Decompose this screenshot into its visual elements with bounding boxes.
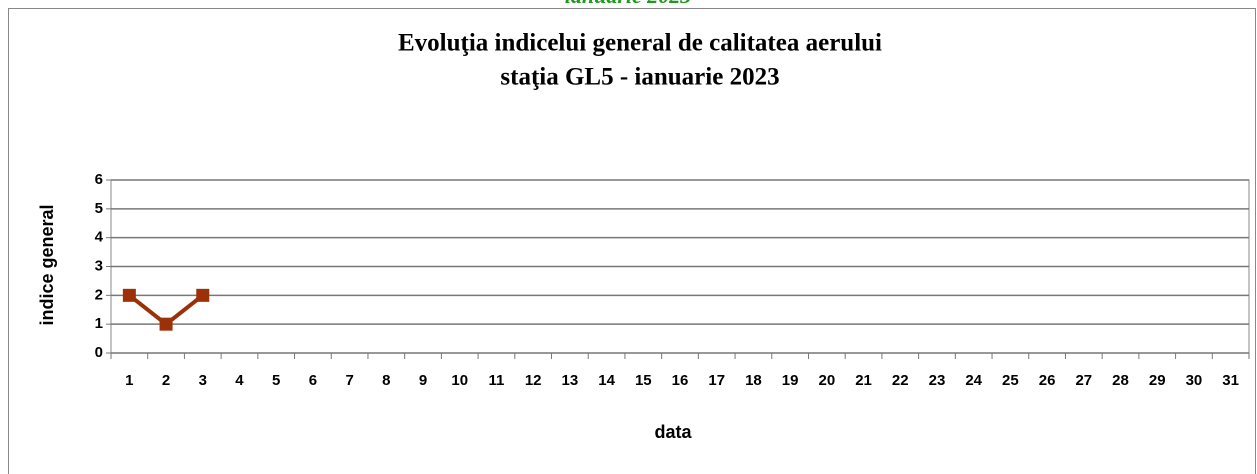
x-tick-label: 29 [1149, 372, 1166, 389]
x-tick-label: 6 [309, 372, 317, 389]
chart-title: staţia GL5 - ianuarie 2023 [500, 64, 779, 91]
x-tick-label: 24 [965, 372, 982, 389]
x-tick-label: 10 [451, 372, 468, 389]
x-tick-label: 28 [1112, 372, 1129, 389]
x-tick-label: 14 [598, 372, 615, 389]
x-axis-label: data [654, 422, 692, 442]
x-tick-label: 20 [818, 372, 835, 389]
x-tick-label: 5 [272, 372, 280, 389]
x-tick-label: 25 [1002, 372, 1019, 389]
x-tick-label: 15 [635, 372, 652, 389]
x-tick-label: 12 [525, 372, 542, 389]
x-tick-label: 21 [855, 372, 872, 389]
x-tick-label: 3 [199, 372, 207, 389]
y-tick-label: 3 [95, 257, 103, 274]
x-tick-label: 22 [892, 372, 909, 389]
x-tick-label: 1 [125, 372, 133, 389]
x-tick-label: 8 [382, 372, 390, 389]
y-tick-label: 5 [95, 200, 103, 217]
x-tick-label: 19 [782, 372, 799, 389]
data-point [196, 288, 210, 302]
x-tick-label: 17 [708, 372, 725, 389]
chart-frame [8, 8, 1256, 474]
x-tick-label: 9 [419, 372, 427, 389]
caption: ianuarie 2023 [565, 0, 692, 8]
x-tick-label: 11 [489, 372, 505, 389]
y-tick-label: 4 [95, 229, 104, 246]
y-axis-label: indice general [37, 204, 57, 325]
x-tick-label: 30 [1186, 372, 1203, 389]
y-tick-label: 0 [95, 344, 103, 361]
x-tick-label: 18 [745, 372, 762, 389]
x-tick-label: 16 [672, 372, 689, 389]
x-tick-label: 31 [1222, 372, 1239, 389]
x-tick-label: 26 [1039, 372, 1056, 389]
chart-title: Evoluţia indicelui general de calitatea … [398, 30, 882, 57]
y-tick-label: 2 [95, 286, 103, 303]
x-tick-label: 13 [562, 372, 579, 389]
data-point [122, 288, 136, 302]
x-tick-label: 7 [345, 372, 353, 389]
y-tick-label: 1 [95, 315, 103, 332]
x-tick-label: 4 [235, 372, 244, 389]
x-tick-label: 27 [1075, 372, 1092, 389]
x-tick-label: 2 [162, 372, 170, 389]
x-tick-label: 23 [929, 372, 946, 389]
y-tick-label: 6 [95, 171, 103, 188]
data-point [159, 317, 173, 331]
